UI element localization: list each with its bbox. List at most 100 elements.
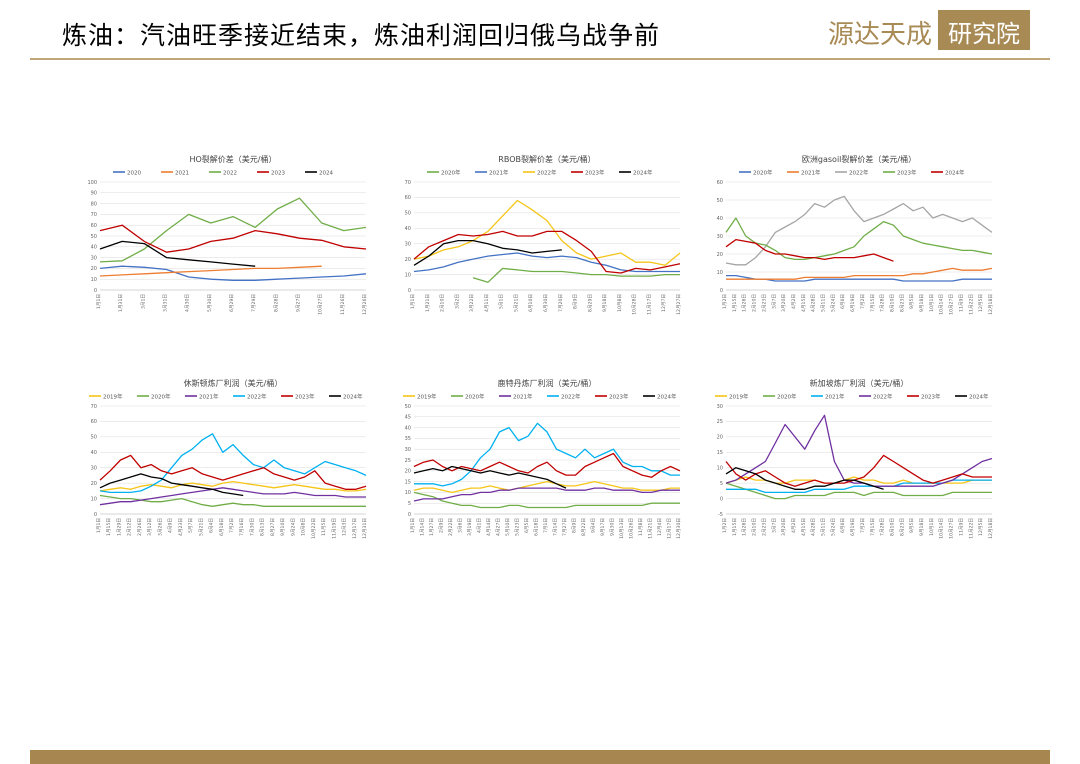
chart-svg: 鹿特丹炼厂利润（美元/桶） 2019年 2020年 2021年 2022年 2023年 20… xyxy=(403,378,682,539)
brand-logo: 源达天成 研究院 xyxy=(828,10,1030,50)
legend-label: 2023年 xyxy=(585,169,605,177)
legend-label: 2021年 xyxy=(489,169,509,177)
chart-ho-crack: HO裂解价差（美元/桶） 2020 2021 2022 2023 2024 0 10 20 30 4… xyxy=(82,150,382,345)
x-tick-label: 1月1日 xyxy=(96,518,102,533)
series-line xyxy=(414,422,680,487)
x-tick-label: 2月10日 xyxy=(440,294,446,312)
x-tick-label: 3月26日 xyxy=(157,518,163,536)
x-tick-label: 6月5日 xyxy=(524,518,530,533)
x-tick-label: 8月29日 xyxy=(587,294,593,312)
legend-label: 2024年 xyxy=(657,393,677,401)
legend-label: 2021年 xyxy=(801,169,821,177)
x-tick-label: 12月18日 xyxy=(988,294,994,315)
x-tick-label: 9月17日 xyxy=(600,518,606,536)
y-tick-label: 10 xyxy=(91,277,97,283)
x-tick-label: 2月26日 xyxy=(137,518,143,536)
x-tick-label: 8月10日 xyxy=(889,294,895,312)
x-tick-label: 11月21日 xyxy=(648,518,654,539)
series-line xyxy=(99,473,244,497)
x-tick-label: 3月7日 xyxy=(771,518,777,533)
x-tick-label: 10月27日 xyxy=(318,294,324,315)
x-tick-label: 3月31日 xyxy=(163,294,169,312)
x-tick-label: 12月30日 xyxy=(676,518,682,539)
x-tick-label: 3月2日 xyxy=(454,294,460,309)
x-tick-label: 12月31日 xyxy=(362,518,368,539)
y-tick-label: 60 xyxy=(405,195,411,201)
y-tick-label: 20 xyxy=(717,252,723,258)
x-tick-label: 4月27日 xyxy=(496,518,502,536)
y-tick-label: 0 xyxy=(408,288,411,294)
x-tick-label: 3月22日 xyxy=(469,294,475,312)
legend-label: 2024年 xyxy=(633,169,653,177)
x-tick-label: 10月14日 xyxy=(939,294,945,315)
chart-title: 欧洲gasoil裂解价差（美元/桶） xyxy=(802,154,916,164)
series-line xyxy=(413,452,681,478)
y-tick-label: 60 xyxy=(91,223,97,229)
x-tick-label: 1月15日 xyxy=(732,518,738,536)
chart-svg: HO裂解价差（美元/桶） 2020 2021 2022 2023 2024 0 10 20 30 4… xyxy=(87,154,368,315)
x-tick-label: 4月15日 xyxy=(801,294,807,312)
series-line xyxy=(413,491,680,509)
series-line xyxy=(472,267,680,283)
legend-label: 2020年 xyxy=(753,169,773,177)
x-tick-label: 1月2日 xyxy=(722,518,728,533)
x-tick-label: 5月30日 xyxy=(207,294,213,312)
x-tick-label: 7月27日 xyxy=(562,518,568,536)
series-line xyxy=(725,238,894,262)
x-tick-label: 9月5日 xyxy=(909,518,915,533)
y-tick-label: 40 xyxy=(405,425,411,431)
y-tick-label: 45 xyxy=(405,415,411,421)
legend-label: 2022年 xyxy=(247,393,267,401)
chart-title: 鹿特丹炼厂利润（美元/桶） xyxy=(498,378,597,388)
x-tick-label: 6月18日 xyxy=(534,518,540,536)
x-tick-label: 1月2日 xyxy=(722,294,728,309)
y-tick-label: 15 xyxy=(405,479,411,485)
x-tick-label: 1月1日 xyxy=(96,294,102,309)
y-tick-label: 25 xyxy=(405,458,411,464)
x-tick-label: 10月13日 xyxy=(619,518,625,539)
x-tick-label: 12月18日 xyxy=(988,518,994,539)
x-tick-label: 7月1日 xyxy=(543,518,549,533)
x-tick-label: 7月2日 xyxy=(229,518,235,533)
x-tick-label: 2月10日 xyxy=(752,294,758,312)
x-tick-label: 9月18日 xyxy=(919,518,925,536)
chart-title: RBOB裂解价差（美元/桶） xyxy=(498,154,595,164)
x-tick-label: 1月1日 xyxy=(410,294,416,309)
x-tick-label: 9月27日 xyxy=(296,294,302,312)
x-tick-label: 2月10日 xyxy=(752,518,758,536)
legend-label: 2023 xyxy=(271,171,285,177)
series-line xyxy=(726,267,993,280)
x-tick-label: 4月15日 xyxy=(801,518,807,536)
x-tick-label: 6月10日 xyxy=(528,294,534,312)
x-tick-label: 8月9日 xyxy=(572,518,578,533)
x-tick-label: 9月4日 xyxy=(591,518,597,533)
x-tick-label: 12月5日 xyxy=(978,518,984,536)
x-tick-label: 8月23日 xyxy=(899,518,905,536)
series-line xyxy=(413,487,680,502)
series-line xyxy=(413,465,567,489)
x-tick-label: 4月1日 xyxy=(477,518,483,533)
y-tick-label: 0 xyxy=(408,512,411,518)
x-tick-label: 9月5日 xyxy=(909,294,915,309)
x-tick-label: 8月28日 xyxy=(273,294,279,312)
series-line xyxy=(726,274,992,282)
series-line xyxy=(99,480,367,492)
y-tick-label: 50 xyxy=(717,198,723,204)
x-tick-label: 7月28日 xyxy=(880,518,886,536)
legend-label: 2024年 xyxy=(969,393,989,401)
series-line xyxy=(413,230,681,274)
x-tick-label: 4月30日 xyxy=(185,294,191,312)
x-tick-label: 3月20日 xyxy=(781,294,787,312)
x-tick-label: 10月1日 xyxy=(929,518,935,536)
x-tick-label: 4月23日 xyxy=(178,518,184,536)
legend-label: 2020年 xyxy=(441,169,461,177)
x-tick-label: 4月9日 xyxy=(168,518,174,533)
y-tick-label: 20 xyxy=(91,266,97,272)
y-tick-label: 10 xyxy=(91,496,97,502)
x-tick-label: 7月2日 xyxy=(860,294,866,309)
x-tick-label: 7月2日 xyxy=(860,518,866,533)
legend-label: 2022年 xyxy=(537,169,557,177)
chart-title: HO裂解价差（美元/桶） xyxy=(189,154,276,164)
series-line xyxy=(413,199,681,266)
legend-label: 2023年 xyxy=(921,393,941,401)
